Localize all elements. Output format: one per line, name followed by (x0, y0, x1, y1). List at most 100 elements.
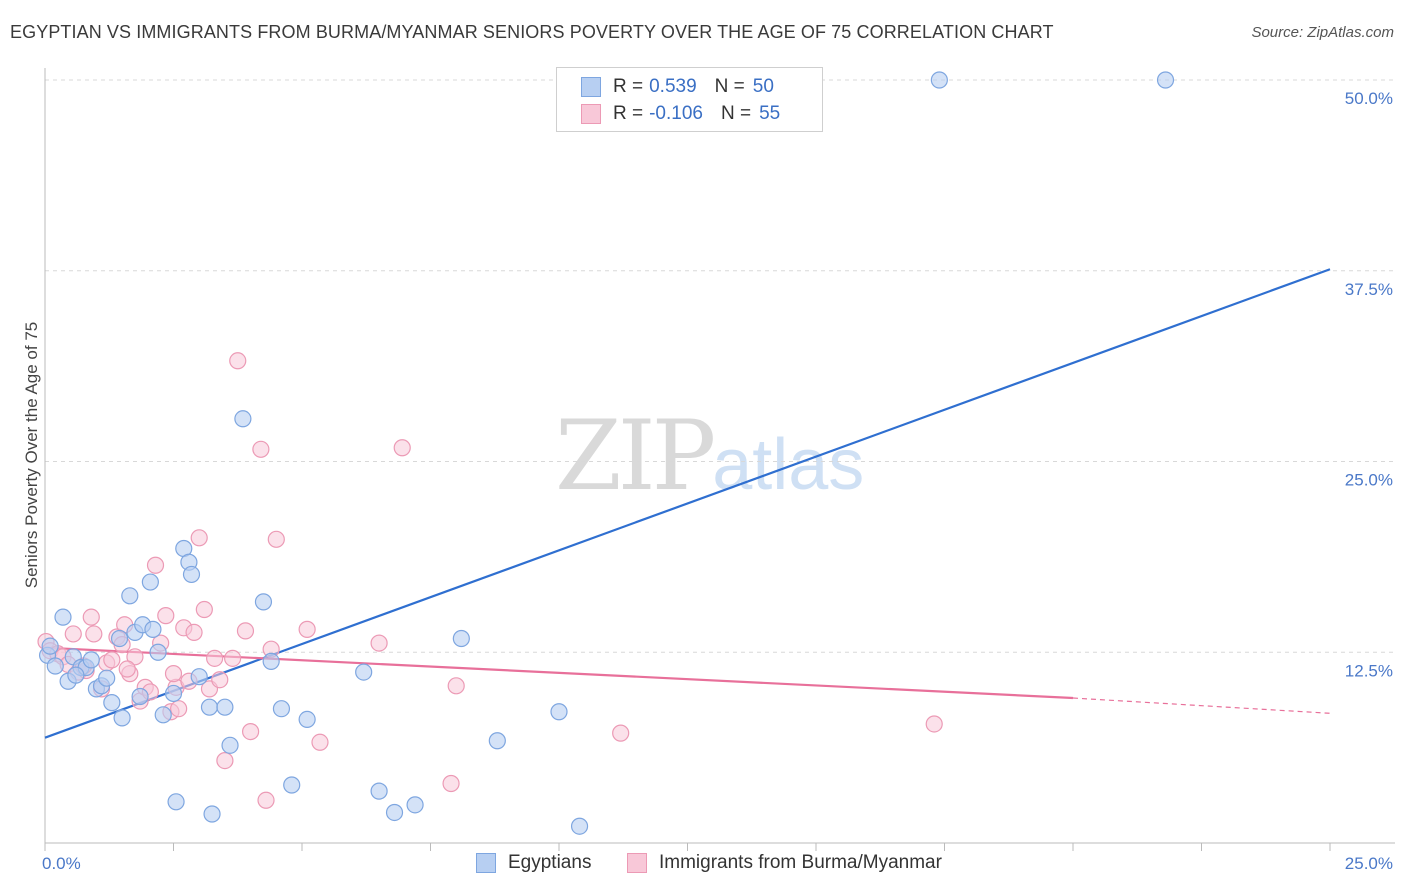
legend-label-burma: Immigrants from Burma/Myanmar (659, 852, 942, 873)
legend-item-egyptians[interactable]: Egyptians (476, 852, 591, 874)
data-point-burma (170, 700, 188, 718)
data-point-egyptians (550, 703, 568, 721)
data-point-egyptians (370, 782, 388, 800)
data-point-burma (118, 660, 136, 678)
gridlines (45, 79, 1395, 653)
data-point-burma (195, 600, 213, 619)
data-point-burma (185, 623, 203, 642)
data-point-egyptians (121, 587, 139, 605)
y-tick-label: 37.5% (1345, 280, 1393, 299)
data-point-egyptians (164, 684, 183, 703)
watermark: ZIPatlas (555, 400, 864, 512)
data-point-egyptians (452, 629, 470, 648)
data-point-egyptians (200, 698, 219, 716)
data-point-burma (211, 671, 229, 689)
data-point-burma (925, 715, 943, 733)
data-point-egyptians (234, 410, 252, 428)
data-point-egyptians (131, 687, 149, 706)
legend-n-value: 50 (752, 76, 774, 97)
data-point-burma (206, 649, 224, 667)
data-point-burma (164, 665, 183, 683)
data-point-burma (267, 530, 285, 548)
legend-row-egyptians: R = 0.539 N = 50 (581, 75, 774, 99)
data-point-burma (447, 677, 465, 695)
data-point-egyptians (103, 694, 121, 712)
legend-r-value: -0.106 (649, 103, 703, 124)
data-point-egyptians (254, 593, 273, 611)
data-point-egyptians (154, 706, 172, 724)
trend-line-egyptians (44, 268, 1331, 739)
watermark-atlas: atlas (712, 425, 865, 505)
data-point-egyptians (221, 736, 239, 754)
data-point-egyptians (283, 776, 301, 794)
data-point-egyptians (141, 573, 159, 591)
data-point-egyptians (262, 652, 280, 671)
legend-n-label: N = (714, 76, 745, 97)
legend-swatch-blue (476, 853, 496, 873)
chart-title: EGYPTIAN VS IMMIGRANTS FROM BURMA/MYANMA… (10, 22, 1054, 42)
x-tick-label: 25.0% (1345, 854, 1393, 873)
data-point-egyptians (67, 666, 85, 684)
series-egyptians-points (38, 71, 1175, 835)
data-point-egyptians (272, 700, 291, 718)
data-point-burma (64, 625, 82, 643)
data-point-egyptians (298, 710, 316, 728)
data-point-burma (146, 556, 165, 574)
data-point-burma (216, 751, 234, 770)
data-point-burma (612, 724, 630, 742)
data-point-burma (126, 648, 144, 666)
trend-lines (44, 268, 1331, 739)
tick-labels: 12.5% 25.0% 37.5% 50.0% 0.0% 25.0% (42, 89, 1393, 873)
data-point-egyptians (149, 643, 167, 661)
data-point-egyptians (182, 565, 201, 584)
data-point-burma (242, 723, 260, 741)
axes (44, 68, 1395, 851)
data-point-egyptians (54, 608, 72, 626)
x-tick-label: 0.0% (42, 854, 81, 873)
data-point-egyptians (46, 657, 64, 675)
data-point-burma (252, 440, 270, 458)
data-point-egyptians (144, 620, 162, 638)
data-point-egyptians (113, 709, 131, 727)
data-point-egyptians (216, 698, 234, 716)
data-point-egyptians (570, 817, 589, 835)
y-tick-label: 12.5% (1345, 661, 1393, 680)
data-point-burma (257, 791, 275, 809)
legend-r-label: R = (613, 76, 644, 97)
data-point-burma (370, 634, 388, 652)
data-point-egyptians (406, 796, 424, 814)
data-point-egyptians (1156, 71, 1175, 89)
data-point-egyptians (355, 663, 373, 681)
source-label: Source: ZipAtlas.com (1251, 24, 1394, 41)
data-point-burma (103, 651, 121, 669)
legend-r-label: R = (613, 103, 644, 124)
data-point-burma (82, 608, 100, 626)
data-point-burma (311, 733, 329, 751)
data-point-burma (157, 607, 175, 625)
data-point-egyptians (190, 668, 208, 686)
trend-line-burma-extrapolated (1072, 697, 1331, 714)
legend-n-value: 55 (759, 103, 781, 124)
data-point-egyptians (167, 793, 185, 811)
correlation-legend: R = 0.539 N = 50 R = -0.106 N = 55 (556, 67, 823, 132)
legend-item-burma[interactable]: Immigrants from Burma/Myanmar (627, 852, 942, 874)
legend-swatch-blue (581, 77, 601, 97)
data-point-egyptians (98, 669, 116, 687)
data-point-egyptians (385, 803, 404, 822)
data-point-egyptians (110, 629, 129, 648)
data-point-burma (442, 774, 460, 793)
data-point-burma (85, 625, 103, 643)
data-point-egyptians (488, 732, 506, 750)
legend-swatch-pink (581, 104, 601, 124)
legend-swatch-pink (627, 853, 647, 873)
y-tick-label: 25.0% (1345, 471, 1393, 490)
y-tick-label: 50.0% (1345, 89, 1393, 108)
legend-n-label: N = (720, 103, 752, 124)
data-point-burma (190, 529, 208, 547)
watermark-zip: ZIP (555, 400, 716, 512)
data-point-egyptians (930, 71, 948, 89)
data-point-burma (229, 352, 247, 370)
data-point-burma (298, 620, 316, 638)
legend-r-value: 0.539 (649, 76, 697, 97)
